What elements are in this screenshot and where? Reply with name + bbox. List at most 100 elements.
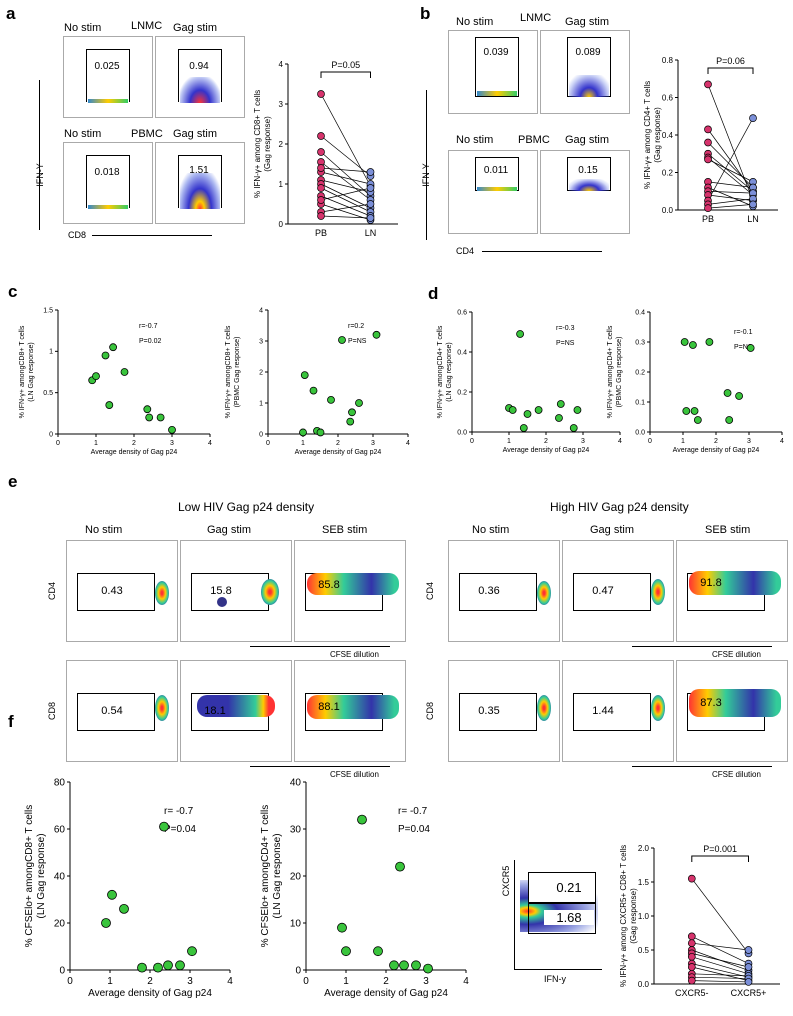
population-blob (537, 581, 551, 605)
pair-line (707, 157, 754, 196)
event-cluster (569, 179, 609, 191)
x-category-label: LN (747, 214, 759, 224)
e-high-cd4-seb: 91.8 (676, 540, 788, 642)
e-high-cfse-label-2: CFSE dilution (712, 770, 761, 779)
e-low-col-seb: SEB stim (322, 524, 368, 536)
y-axis-title: % IFN-γ+ among CD8+ T cells(Gag response… (253, 90, 272, 198)
y-tick-label: 0.0 (635, 429, 645, 436)
y-axis-title-line1: % IFN-γ+ amongCD8+ T cells (225, 325, 232, 418)
legend-dot (338, 336, 346, 344)
y-tick-label: 0.0 (457, 429, 467, 436)
panel-letter-b: b (420, 4, 431, 23)
data-point (101, 918, 111, 928)
e-low-cd8-seb: 88.1 (294, 660, 406, 762)
e-high-cd8-seb: 87.3 (676, 660, 788, 762)
chart-d-right: 0 1 2 3 4 0.0 0.1 0.2 0.3 0.4 Average density of G… (607, 309, 784, 454)
y-tick-label: 0.1 (635, 399, 645, 406)
data-point-right (366, 168, 375, 176)
e-high-cfse-arrow-2 (632, 766, 772, 767)
b-pbmc-gag-plot: 0.15 (540, 150, 630, 234)
gate-value: 88.1 (318, 701, 340, 713)
gate-value: 0.025 (94, 61, 120, 72)
data-point (156, 413, 165, 422)
x-tick-label: 2 (336, 440, 340, 447)
x-axis-title: Average density of Gag p24 (324, 988, 448, 999)
g-x-axis-label: IFN-y (544, 974, 566, 984)
stat-label: r=0.2 (348, 323, 364, 330)
x-axis-title: Average density of Gag p24 (503, 447, 590, 454)
pair-line (320, 179, 371, 193)
population-blob (307, 695, 399, 719)
data-point (300, 371, 309, 379)
x-category-label: CXCR5+ (731, 988, 767, 998)
y-tick-label: 0 (279, 220, 284, 229)
b-x-arrow (482, 251, 602, 252)
e-low-cd4-seb: 85.8 (294, 540, 406, 642)
x-category-label: PB (702, 214, 714, 224)
data-point (145, 413, 154, 422)
pair-line (707, 198, 754, 205)
data-point (399, 960, 409, 971)
gate-value: 0.089 (575, 47, 601, 58)
data-point (373, 946, 383, 957)
y-axis-title-line1: % IFN-γ+ amongCD8+ T cells (19, 325, 26, 418)
data-point (389, 960, 399, 971)
y-tick-label: 0.5 (638, 946, 650, 955)
gate (459, 693, 537, 731)
panel-letter-f: f (8, 712, 14, 731)
b-lnmc-nostim-plot: 0.039 (448, 30, 538, 114)
data-point-right (744, 963, 753, 971)
y-axis-title-line1: % CFSElo+ amongCD8+ T cells (24, 805, 35, 947)
data-point (725, 416, 734, 424)
gate-value: 18.1 (204, 705, 226, 717)
data-point (746, 344, 755, 352)
y-axis-title-line2: (LN Gag response) (446, 342, 453, 402)
chart-a-paired: 0 1 2 3 4 PB LN % IFN-γ+ among CD8+ T cells(Gag… (253, 60, 398, 238)
y-tick-label: 3 (279, 100, 284, 109)
data-point (337, 922, 347, 933)
gate (573, 693, 651, 731)
b-pbmc-nostim-plot: 0.011 (448, 150, 538, 234)
population-blob (689, 571, 781, 595)
y-axis-title: % IFN-γ+ amongCD8+ T cells (PBMC Gag resp… (225, 325, 241, 418)
chart-c-left: 0 1 2 3 4 0 0.5 1 1.5 Average density of Gag p24%… (19, 307, 212, 456)
b-lnmc-label: LNMC (520, 12, 552, 24)
a-lnmc-label: LNMC (131, 20, 163, 32)
panel-letter-a: a (6, 4, 16, 23)
x-tick-label: 1 (301, 440, 305, 447)
y-tick-label: 60 (54, 824, 66, 835)
event-cluster (88, 205, 128, 209)
gate-value: 85.8 (318, 579, 340, 591)
y-tick-label: 0.0 (662, 206, 674, 215)
y-tick-label: 1 (279, 180, 284, 189)
pair-line (320, 195, 371, 217)
y-tick-label: 20 (290, 871, 302, 882)
a-y-axis-label: IFN-Y (35, 163, 45, 187)
data-point (395, 861, 405, 872)
y-axis-title-line2: (LN Gag response) (36, 833, 47, 918)
y-tick-label: 20 (54, 918, 66, 929)
data-point (516, 330, 524, 338)
panel-letter-e: e (8, 472, 18, 491)
y-axis-title-line1: % CFSElo+ amongCD4+ T cells (260, 805, 271, 947)
a-lnmc-gag-plot: 0.94 (155, 36, 245, 118)
y-axis-title: % IFN-γ+ among CD4+ T cells(Gag response… (643, 81, 662, 189)
e-low-cd8-label: CD8 (47, 702, 57, 721)
gate-value: 0.039 (483, 47, 509, 58)
data-point (153, 962, 163, 973)
pair-line (707, 187, 754, 207)
stat-label: r= -0.7 (398, 806, 428, 817)
stat-label: P=0.04 (164, 824, 196, 835)
gate-value: 0.43 (101, 585, 123, 597)
x-tick-label: 1 (507, 438, 511, 445)
stat-label: r= -0.7 (164, 806, 194, 817)
data-point-left (704, 204, 712, 212)
y-tick-label: 10 (290, 918, 302, 929)
x-tick-label: 1 (107, 976, 113, 987)
gate (475, 37, 519, 97)
x-tick-label: 2 (544, 438, 548, 445)
x-axis-title: Average density of Gag p24 (673, 447, 760, 454)
gate-value-upper: 0.21 (556, 880, 582, 895)
stat-label: r=-0.3 (556, 325, 575, 332)
population-blob (651, 579, 665, 605)
